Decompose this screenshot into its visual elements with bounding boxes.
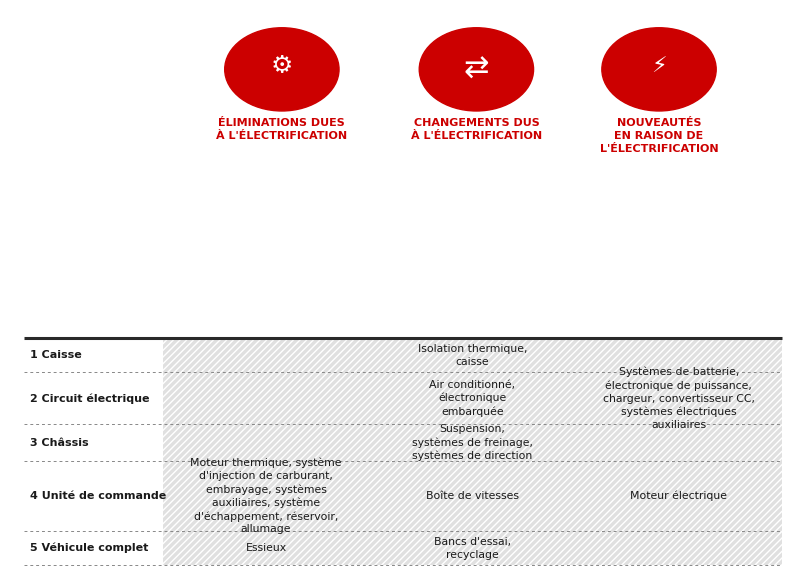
FancyBboxPatch shape — [369, 531, 576, 565]
Text: ÉLIMINATIONS DUES
À L'ÉLECTRIFICATION: ÉLIMINATIONS DUES À L'ÉLECTRIFICATION — [216, 118, 348, 141]
Text: Systèmes de batterie,
électronique de puissance,
chargeur, convertisseur CC,
sys: Systèmes de batterie, électronique de pu… — [603, 367, 755, 430]
FancyBboxPatch shape — [163, 372, 369, 424]
Circle shape — [419, 28, 534, 111]
FancyBboxPatch shape — [369, 372, 576, 424]
FancyBboxPatch shape — [369, 338, 576, 372]
Text: Moteur thermique, système
d'injection de carburant,
embrayage, systèmes
auxiliai: Moteur thermique, système d'injection de… — [191, 458, 341, 535]
FancyBboxPatch shape — [163, 461, 369, 531]
Text: 1 Caisse: 1 Caisse — [30, 350, 82, 360]
FancyBboxPatch shape — [163, 424, 369, 461]
Text: Moteur électrique: Moteur électrique — [630, 491, 727, 502]
FancyBboxPatch shape — [163, 531, 369, 565]
Text: 2 Circuit électrique: 2 Circuit électrique — [30, 393, 150, 403]
Text: 5 Véhicule complet: 5 Véhicule complet — [30, 543, 148, 553]
Text: Bancs d'essai,
recyclage: Bancs d'essai, recyclage — [434, 537, 511, 560]
Text: ⚡: ⚡ — [651, 57, 667, 76]
FancyBboxPatch shape — [369, 424, 576, 461]
FancyBboxPatch shape — [576, 372, 782, 424]
Text: Essieux: Essieux — [245, 543, 287, 553]
Text: NOUVEAUTÉS
EN RAISON DE
L'ÉLECTRIFICATION: NOUVEAUTÉS EN RAISON DE L'ÉLECTRIFICATIO… — [599, 118, 719, 154]
FancyBboxPatch shape — [576, 338, 782, 372]
Text: Isolation thermique,
caisse: Isolation thermique, caisse — [418, 344, 527, 366]
FancyBboxPatch shape — [576, 461, 782, 531]
FancyBboxPatch shape — [369, 461, 576, 531]
Text: ⇄: ⇄ — [464, 55, 489, 84]
FancyBboxPatch shape — [576, 424, 782, 461]
Circle shape — [225, 28, 339, 111]
Text: 3 Châssis: 3 Châssis — [30, 438, 89, 448]
Text: Boîte de vitesses: Boîte de vitesses — [426, 491, 519, 501]
Text: ⚙: ⚙ — [271, 54, 293, 79]
Text: Suspension,
systèmes de freinage,
systèmes de direction: Suspension, systèmes de freinage, systèm… — [412, 424, 533, 461]
Text: CHANGEMENTS DUS
À L'ÉLECTRIFICATION: CHANGEMENTS DUS À L'ÉLECTRIFICATION — [410, 118, 542, 141]
Text: Air conditionné,
électronique
embarquée: Air conditionné, électronique embarquée — [430, 380, 515, 417]
FancyBboxPatch shape — [576, 531, 782, 565]
FancyBboxPatch shape — [163, 338, 369, 372]
Text: 4 Unité de commande: 4 Unité de commande — [30, 491, 167, 501]
Circle shape — [602, 28, 716, 111]
